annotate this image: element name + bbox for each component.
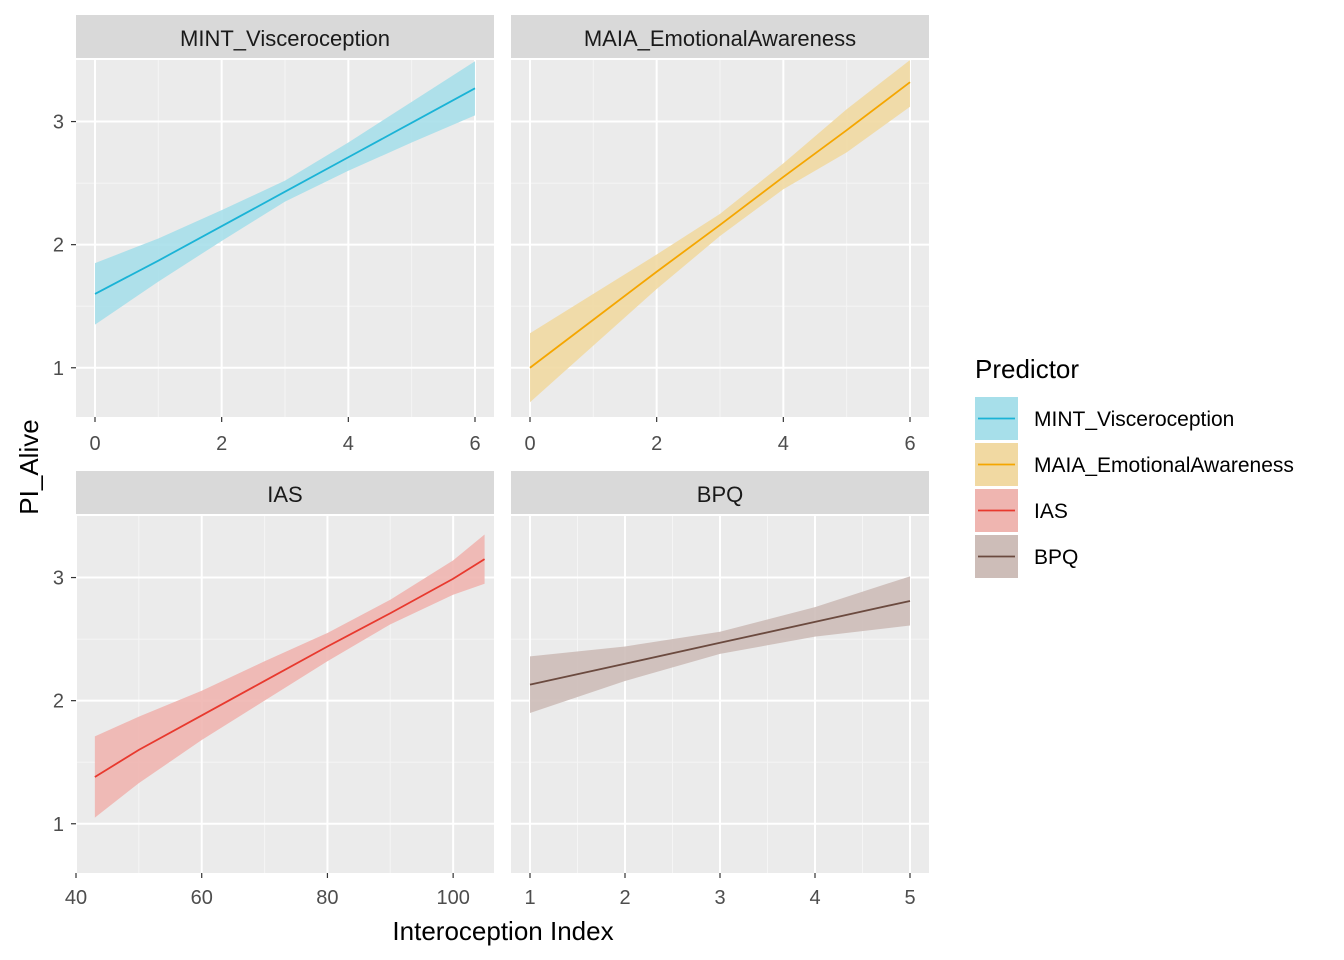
panel-maia-emotionalawareness: MAIA_EmotionalAwareness 0 2 4 6 — [511, 15, 929, 455]
legend-label: MAIA_EmotionalAwareness — [1034, 454, 1294, 477]
x-tick-label: 0 — [89, 433, 100, 455]
x-tick-label: 6 — [904, 433, 915, 455]
panels-layer: MINT_Visceroception 0 2 4 6 1 2 3 MAIA_Emotional… — [53, 15, 929, 909]
x-tick-label: 2 — [651, 433, 662, 455]
series-line-bpq — [529, 600, 911, 686]
confidence-band-mint-visceroception — [95, 61, 475, 325]
legend-item-mint-visceroception: MINT_Visceroception — [975, 397, 1234, 440]
x-tick-label: 100 — [436, 887, 469, 909]
x-tick-label: 40 — [65, 887, 87, 909]
x-tick-label: 80 — [316, 887, 338, 909]
strip-label: MAIA_EmotionalAwareness — [584, 26, 856, 51]
x-tick-label: 4 — [343, 433, 354, 455]
y-tick-label: 2 — [53, 691, 64, 713]
strip-background — [76, 471, 494, 514]
legend-item-ias: IAS — [975, 489, 1068, 532]
legend-label: IAS — [1034, 500, 1068, 523]
legend: Predictor MINT_Visceroception MAIA_Emotio… — [975, 354, 1294, 578]
x-tick-label: 0 — [524, 433, 535, 455]
x-tick-label: 4 — [778, 433, 789, 455]
legend-item-maia-emotionalawareness: MAIA_EmotionalAwareness — [975, 443, 1294, 486]
panel-background — [76, 516, 494, 873]
series-line-ias — [94, 558, 486, 778]
strip-label: MINT_Visceroception — [180, 26, 390, 51]
y-tick-label: 1 — [53, 358, 64, 380]
panel-bpq: BPQ 1 2 3 4 5 — [511, 471, 929, 909]
x-tick-label: 3 — [714, 887, 725, 909]
x-tick-label: 1 — [524, 887, 535, 909]
x-tick-label: 6 — [469, 433, 480, 455]
x-tick-label: 60 — [191, 887, 213, 909]
x-tick-label: 5 — [904, 887, 915, 909]
y-tick-label: 1 — [53, 814, 64, 836]
confidence-band-maia-emotionalawareness — [530, 60, 910, 403]
x-tick-label: 4 — [809, 887, 820, 909]
strip-background — [76, 15, 494, 58]
y-tick-label: 2 — [53, 235, 64, 257]
panel-mint-visceroception: MINT_Visceroception 0 2 4 6 1 2 3 — [53, 15, 494, 455]
strip-background — [511, 471, 929, 514]
confidence-band-ias — [94, 534, 485, 818]
legend-label: BPQ — [1034, 546, 1078, 569]
legend-title: Predictor — [975, 354, 1079, 384]
strip-background — [511, 15, 929, 58]
legend-item-bpq: BPQ — [975, 535, 1078, 578]
confidence-band-bpq — [530, 576, 910, 713]
series-line-mint-visceroception — [94, 87, 476, 295]
x-tick-label: 2 — [216, 433, 227, 455]
y-axis-title: PI_Alive — [14, 419, 44, 514]
series-line-maia-emotionalawareness — [529, 81, 911, 369]
legend-label: MINT_Visceroception — [1034, 408, 1234, 431]
x-tick-label: 2 — [619, 887, 630, 909]
strip-label: IAS — [267, 482, 302, 507]
y-tick-label: 3 — [53, 568, 64, 590]
strip-label: BPQ — [697, 482, 743, 507]
y-tick-label: 3 — [53, 112, 64, 134]
panel-ias: IAS 40 60 80 100 1 2 3 — [53, 471, 494, 909]
x-axis-title: Interoception Index — [392, 916, 613, 946]
